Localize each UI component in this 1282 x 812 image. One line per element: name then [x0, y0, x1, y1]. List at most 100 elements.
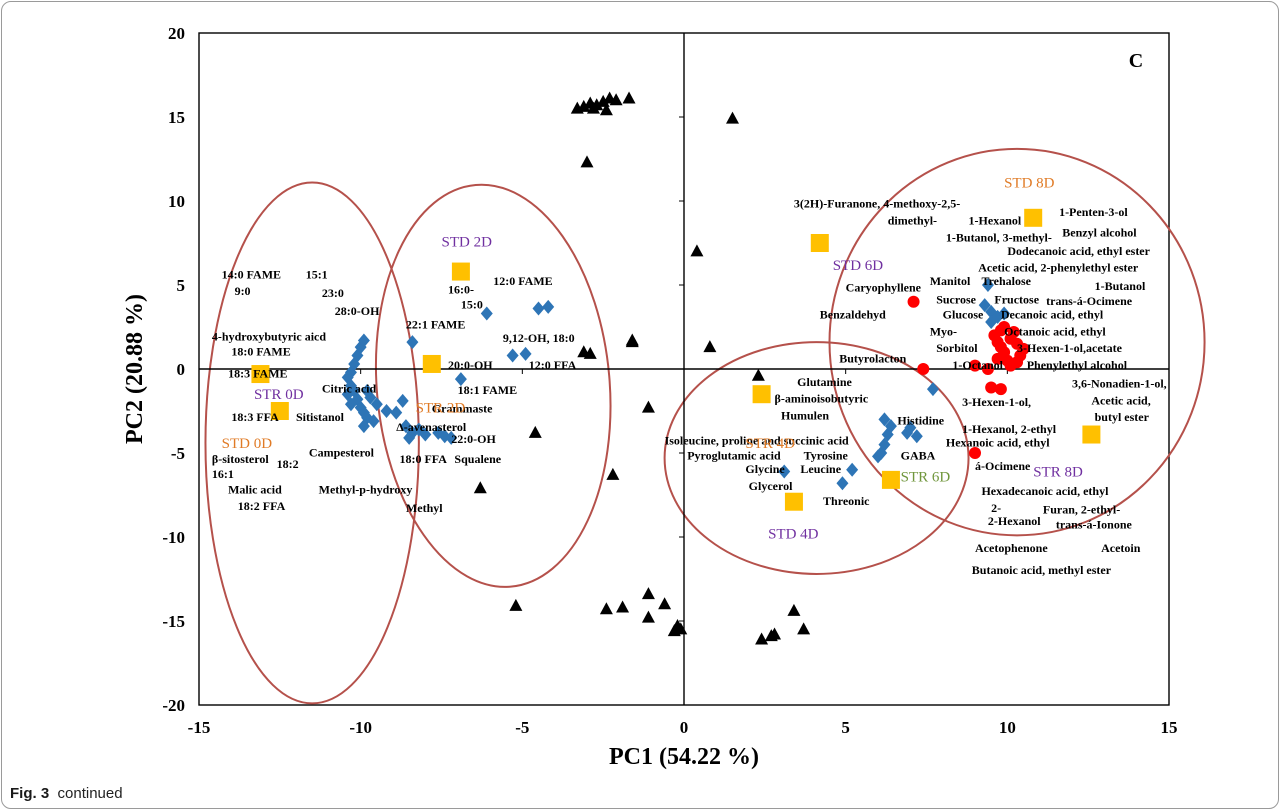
compound-label: Phenylethyl alcohol: [1027, 358, 1128, 372]
sample-label: STR 0D: [254, 387, 304, 403]
panel-label: C: [1129, 50, 1143, 72]
y-tick-label: -15: [162, 612, 185, 631]
cluster-ellipse: [374, 183, 612, 588]
square-point: [881, 470, 900, 489]
circle-point: [1007, 326, 1020, 339]
diamond-point: [836, 476, 849, 491]
diamond-point: [926, 382, 939, 397]
circle-point: [907, 295, 920, 308]
compound-label: Tyrosine: [804, 449, 849, 463]
compound-label: 9,12-OH, 18:0: [503, 331, 575, 345]
diamond-point: [419, 427, 432, 442]
triangle-point: [473, 481, 487, 494]
diamond-point: [506, 348, 519, 363]
data-points: [251, 91, 1101, 645]
sample-label: STD 0D: [222, 436, 273, 452]
diamond-point: [532, 301, 545, 316]
compound-label: 12:0 FFA: [529, 358, 577, 372]
sample-label: STR 8D: [1033, 465, 1083, 481]
compound-label: Isoleucine, proline and succinic acid: [665, 434, 849, 448]
diamond-point: [390, 405, 403, 420]
triangle-point: [577, 99, 591, 112]
compound-label: Butanoic acid, methyl ester: [972, 563, 1112, 577]
diamond-point: [344, 397, 357, 412]
x-tick-label: 5: [841, 718, 850, 737]
circle-point: [1011, 356, 1024, 369]
sample-label: STD 6D: [833, 258, 884, 274]
triangle-point: [583, 346, 597, 359]
triangle-point: [667, 624, 681, 637]
compound-label: 1-Hexanol, 2-ethyl: [962, 422, 1057, 436]
compound-annotations: 14:0 FAME 15:1 9:0 23:0 28:0-OH 4-hydroxybuty…: [212, 197, 1167, 577]
triangle-point: [641, 400, 655, 413]
compound-label: 1-Octanol: [952, 358, 1003, 372]
square-point: [422, 354, 441, 373]
y-tick-label: -5: [171, 444, 185, 463]
triangle-point: [641, 610, 655, 623]
compound-label: 18:0 FFA: [399, 452, 447, 466]
x-axis-label: PC1 (54.22 %): [609, 744, 759, 770]
square-point: [784, 492, 803, 511]
compound-label: Caryophyllene: [846, 281, 922, 295]
x-tick-label: 15: [1161, 718, 1178, 737]
triangle-point: [586, 101, 600, 114]
compound-label: Δ-avenasterol: [396, 420, 467, 434]
compound-label: Pyroglutamic acid: [687, 449, 781, 463]
diamond-point: [454, 372, 467, 387]
compound-label: 14:0 FAME: [222, 267, 281, 281]
compound-label: 18:3 FAME: [228, 366, 287, 380]
compound-label: 23:0: [322, 286, 344, 300]
compound-label: 1-Butanol, 3-methyl-: [946, 230, 1052, 244]
compound-label: Sucrose: [936, 292, 976, 306]
compound-label: 1-Butanol: [1095, 279, 1146, 293]
compound-label: 28:0-OH: [335, 304, 380, 318]
compound-label: 22:1 FAME: [406, 318, 465, 332]
diamond-point: [367, 414, 380, 429]
sample-label: STD 2D: [442, 234, 493, 250]
y-tick-label: -20: [162, 696, 185, 715]
diamond-point: [364, 390, 377, 405]
diamond-point: [445, 430, 458, 445]
figure-caption: Fig. 3 continued: [10, 785, 123, 802]
square-point: [810, 234, 829, 252]
compound-label: 15:0: [461, 298, 483, 312]
compound-label: Humulen: [781, 408, 829, 422]
compound-label: 18:1 FAME: [458, 383, 517, 397]
compound-label: 22:0-OH: [451, 432, 496, 446]
compound-label: Sitistanol: [296, 410, 345, 424]
compound-label: 18:2 FFA: [238, 499, 286, 513]
compound-label: β-sitosterol: [212, 452, 269, 466]
y-tick-label: -10: [162, 528, 185, 547]
caption-text: continued: [57, 785, 123, 802]
compound-label: Glycine: [745, 462, 785, 476]
diamond-point: [904, 420, 917, 435]
square-point: [270, 402, 289, 420]
triangle-point: [751, 368, 765, 381]
compound-label: Dodecanoic acid, ethyl ester: [1007, 244, 1150, 258]
compound-label: 3(2H)-Furanone, 4-methoxy-2,5-: [794, 197, 960, 211]
diamond-point: [380, 404, 393, 418]
compound-label: Malic acid: [228, 482, 282, 496]
triangle-point: [509, 598, 523, 611]
triangle-point: [797, 622, 811, 635]
compound-label: 9:0: [235, 284, 251, 298]
diamond-point: [396, 393, 409, 408]
compound-label: Trehalose: [981, 274, 1031, 288]
triangle-point: [768, 627, 782, 640]
compound-label: Myo-: [930, 324, 957, 338]
diamond-point: [878, 412, 891, 427]
compound-label: Methyl: [406, 501, 443, 515]
diamond-point: [357, 333, 370, 348]
y-axis-label: PC2 (20.88 %): [122, 294, 148, 444]
diamond-point: [406, 335, 419, 350]
diamond-point: [981, 278, 994, 292]
circle-point: [1017, 342, 1030, 355]
sample-label: STR 6D: [901, 470, 951, 486]
sample-label: STR 4D: [745, 436, 795, 452]
diamond-point: [778, 464, 791, 479]
compound-label: Leucine: [800, 462, 841, 476]
diamond-point: [357, 419, 370, 434]
diamond-point: [884, 419, 897, 434]
diamond-point: [399, 419, 412, 434]
